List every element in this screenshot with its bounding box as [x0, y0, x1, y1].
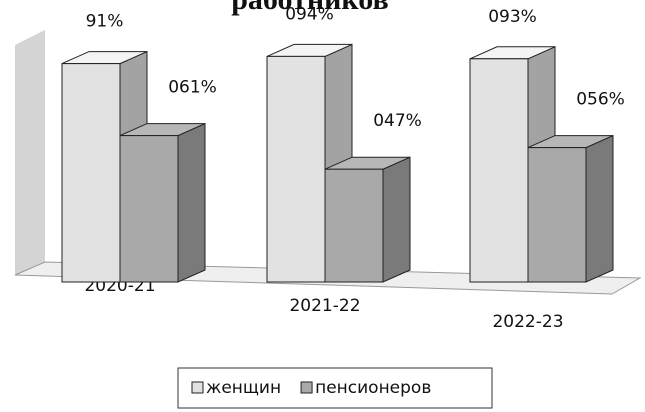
data-label: 094%: [285, 4, 334, 24]
legend-label: пенсионеров: [315, 378, 431, 398]
back-wall: [15, 30, 45, 275]
bar-side: [177, 122, 206, 283]
data-label: 061%: [168, 78, 217, 98]
data-label: 056%: [576, 90, 625, 110]
bar: [469, 58, 529, 283]
legend: [177, 367, 493, 409]
legend-swatch: [191, 381, 204, 394]
data-label: 047%: [373, 111, 422, 131]
bar: [119, 135, 179, 283]
data-label: 91%: [86, 12, 124, 32]
bar: [527, 147, 587, 283]
bar: [266, 55, 326, 283]
bar: [61, 63, 121, 283]
chart-title: работников: [231, 0, 389, 16]
x-tick-label: 2022-23: [492, 312, 563, 332]
bar: [324, 168, 384, 283]
legend-label: женщин: [206, 378, 281, 398]
x-tick-label: 2021-22: [289, 296, 360, 316]
bar-side: [382, 156, 411, 283]
legend-swatch: [300, 381, 313, 394]
bar-side: [585, 134, 614, 283]
data-label: 093%: [488, 7, 537, 27]
